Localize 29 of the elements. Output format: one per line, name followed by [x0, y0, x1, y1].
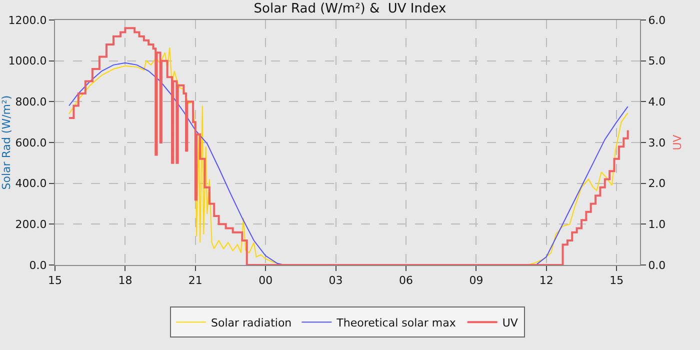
y-tick-label: 800.0 — [15, 96, 47, 109]
x-tick-label: 15 — [610, 274, 624, 288]
y2-tick-label: 1.0 — [648, 218, 666, 232]
x-tick-label: 21 — [188, 274, 202, 288]
x-tick-label: 00 — [258, 274, 273, 288]
y-tick-label: 600.0 — [15, 136, 47, 150]
legend-label: Solar radiation — [211, 316, 292, 330]
x-tick-label: 18 — [118, 274, 132, 288]
y-tick-label: 200.0 — [15, 218, 47, 232]
x-tick-label: 12 — [539, 274, 554, 288]
y-tick-label: 1000.0 — [8, 54, 47, 68]
y2-tick-label: 4.0 — [648, 96, 666, 109]
x-tick-label: 09 — [469, 274, 484, 288]
chart-title: Solar Rad (W/m²) & UV Index — [254, 2, 447, 17]
x-tick-label: 06 — [399, 274, 413, 288]
x-tick-label: 03 — [328, 274, 343, 288]
y2-tick-label: 0.0 — [648, 258, 666, 272]
y-tick-label: 1200.0 — [8, 14, 47, 27]
y2-axis-title: UV — [670, 134, 684, 150]
y-tick-label: 400.0 — [15, 177, 47, 190]
x-tick-label: 15 — [48, 274, 62, 288]
y2-tick-label: 2.0 — [648, 177, 666, 190]
y-axis-title: Solar Rad (W/m²) — [0, 95, 13, 190]
y2-tick-label: 6.0 — [648, 14, 666, 27]
y2-tick-label: 3.0 — [648, 136, 666, 150]
y2-tick-label: 5.0 — [648, 54, 666, 68]
legend-label: Theoretical solar max — [336, 316, 456, 330]
legend-label: UV — [502, 316, 518, 330]
y-tick-label: 0.0 — [29, 258, 47, 272]
